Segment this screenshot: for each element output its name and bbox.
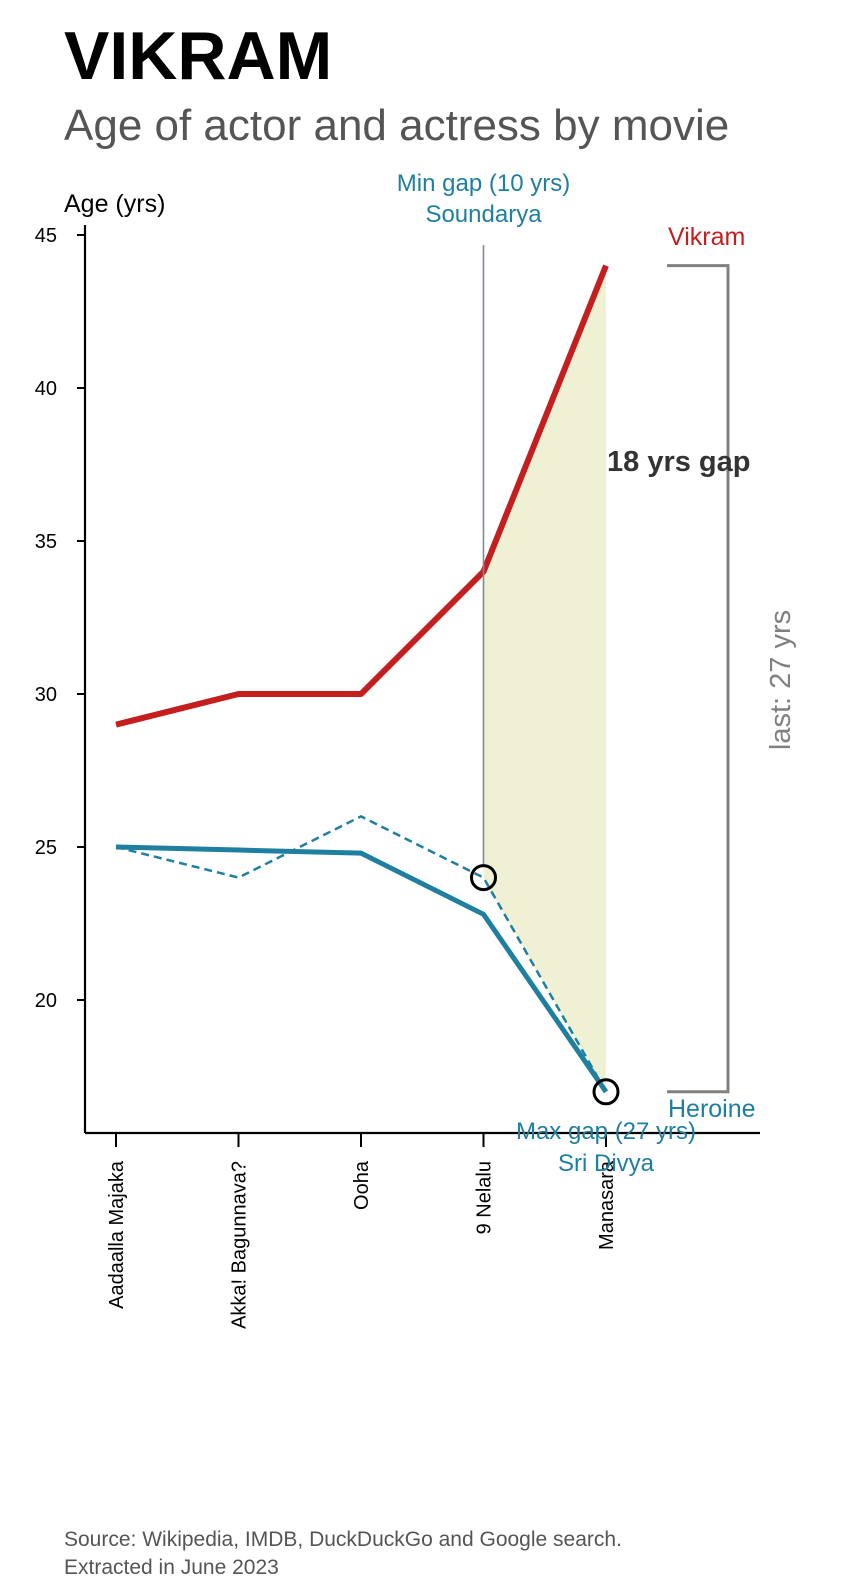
last-gap-label: last: 27 yrs (765, 610, 797, 750)
max-gap-name: Sri Divya (558, 1150, 655, 1177)
x-tick-label: Ooha (351, 1160, 373, 1210)
max-gap-marker (592, 1078, 620, 1106)
series-line-heroine (115, 844, 609, 1094)
heroine-label: Heroine (668, 1095, 756, 1123)
average-gap-label: 18 yrs gap (607, 446, 750, 478)
series-line-vikram (115, 264, 609, 728)
min-gap-marker (470, 864, 497, 892)
y-tick-label: 45 (35, 225, 57, 247)
gap-shaded-area (483, 265, 606, 1092)
y-tick-label: 25 (35, 837, 57, 859)
x-tick-label: Akka! Bagunnava? (229, 1161, 251, 1329)
source-line-2: Extracted in June 2023 (64, 1556, 279, 1579)
actor-label: Vikram (668, 223, 745, 251)
chart-title: VIKRAM (64, 18, 333, 94)
min-gap-label: Min gap (10 yrs) (397, 170, 570, 197)
series-layer (115, 264, 609, 1094)
series-line-heroine-individual (115, 815, 608, 1093)
axes: 20 25 30 35 40 45 Age (yrs) Aadaalla Majaka Akka… (35, 190, 760, 1329)
y-axis-label: Age (yrs) (64, 190, 165, 218)
gap-fill-layer (483, 265, 606, 1092)
y-tick-label: 35 (35, 531, 57, 553)
max-gap-label: Max gap (27 yrs) (516, 1118, 696, 1145)
source-note: Source: Wikipedia, IMDB, DuckDuckGo and … (64, 1526, 622, 1582)
x-tick-label: Aadaalla Majaka (106, 1160, 128, 1309)
x-tick-label: Manasara (596, 1160, 618, 1250)
y-tick-label: 20 (35, 990, 57, 1012)
source-line-1: Source: Wikipedia, IMDB, DuckDuckGo and … (64, 1528, 622, 1551)
gap-bracket (667, 264, 730, 1094)
y-tick-label: 40 (35, 378, 57, 400)
y-tick-label: 30 (35, 684, 57, 706)
min-gap-name: Soundarya (425, 201, 542, 228)
annotation-layer: Min gap (10 yrs) Soundarya Max gap (27 yrs… (397, 170, 797, 1177)
chart-subtitle: Age of actor and actress by movie (64, 101, 730, 150)
x-tick-label: 9 Nelalu (474, 1161, 496, 1234)
age-gap-line-chart: 20 25 30 35 40 45 Age (yrs) Aadaalla Majaka Akka… (35, 170, 797, 1329)
